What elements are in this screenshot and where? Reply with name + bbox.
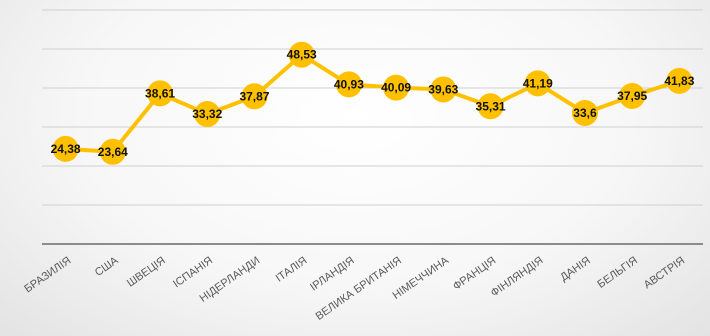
series-markers — [52, 41, 693, 165]
data-point — [335, 71, 362, 98]
data-label: 48,53 — [287, 48, 317, 62]
x-tick-label: ВЕЛИКА БРИТАНІЯ — [314, 255, 404, 323]
data-point — [241, 83, 268, 110]
data-point — [383, 74, 410, 101]
data-point — [666, 67, 693, 94]
data-label: 33,32 — [192, 107, 222, 121]
data-point — [288, 41, 315, 68]
data-label: 41,19 — [523, 76, 553, 90]
x-tick-label: ДАНІЯ — [558, 255, 593, 284]
data-label: 33,6 — [573, 106, 597, 120]
data-label: 41,83 — [664, 74, 694, 88]
x-tick-label: ІСПАНІЯ — [171, 255, 215, 291]
x-tick-label: ФІНЛЯНДІЯ — [489, 255, 546, 300]
data-label: 23,64 — [98, 145, 128, 159]
data-label: 37,95 — [617, 89, 647, 103]
data-label: 35,31 — [476, 99, 506, 113]
x-tick-label: АВСТРІЯ — [642, 255, 687, 292]
x-tick-label: БРАЗИЛІЯ — [22, 255, 73, 296]
x-tick-label: США — [93, 254, 121, 279]
data-point — [524, 70, 551, 97]
data-point — [430, 76, 457, 103]
data-point — [194, 101, 221, 128]
data-label: 38,61 — [145, 86, 175, 100]
data-point — [571, 99, 598, 126]
data-point — [99, 138, 126, 165]
data-label: 40,09 — [381, 81, 411, 95]
data-label: 39,63 — [428, 82, 458, 96]
data-label: 24,38 — [51, 142, 81, 156]
x-tick-label: БЕЛЬГІЯ — [595, 255, 640, 291]
data-point — [477, 93, 504, 120]
data-point — [619, 82, 646, 109]
x-tick-label: ІТАЛІЯ — [274, 255, 310, 285]
data-label: 40,93 — [334, 77, 364, 91]
x-tick-label: ШВЕЦІЯ — [125, 255, 168, 290]
data-label: 37,87 — [239, 89, 269, 103]
data-point — [52, 135, 79, 162]
data-labels: 24,38 23,64 38,61 33,32 37,87 48,53 40,93 40,09… — [51, 48, 695, 159]
data-point — [147, 80, 174, 107]
